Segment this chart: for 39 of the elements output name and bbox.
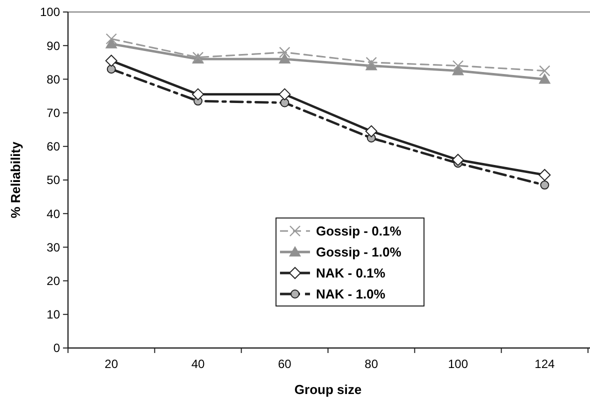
y-tick-label: 90: [46, 38, 60, 53]
legend-label: NAK - 0.1%: [316, 266, 386, 281]
y-tick-label: 40: [46, 206, 60, 221]
point: [366, 56, 377, 68]
point: [278, 88, 291, 100]
point: [106, 33, 117, 44]
x-tick-label: 60: [278, 357, 292, 371]
point: [278, 53, 291, 64]
legend-label: Gossip - 1.0%: [316, 244, 402, 260]
x-axis-title: Group size: [294, 382, 362, 397]
legend-label: NAK - 1.0%: [316, 286, 386, 302]
y-tick-label: 0: [53, 341, 60, 356]
y-tick-label: 70: [46, 106, 60, 120]
y-tick-label: 100: [40, 5, 60, 20]
legend-label: Gossip - 0.1%: [316, 224, 402, 239]
y-axis-title: % Reliability: [8, 140, 23, 218]
point: [365, 125, 378, 138]
x-tick-label: 40: [191, 357, 205, 371]
x-tick-label: 80: [364, 357, 378, 371]
point: [452, 154, 464, 166]
y-tick-label: 50: [46, 173, 60, 188]
x-tick-label: 100: [448, 357, 468, 371]
y-tick-label: 30: [46, 240, 60, 254]
x-tick-label: 20: [104, 357, 118, 371]
point: [192, 88, 204, 100]
y-tick-label: 60: [46, 140, 60, 154]
y-tick-label: 20: [46, 274, 60, 288]
point: [106, 64, 116, 74]
point: [538, 73, 551, 84]
point: [279, 46, 290, 58]
y-tick-label: 80: [46, 72, 60, 86]
point: [539, 65, 550, 76]
point: [452, 60, 464, 72]
point: [538, 168, 551, 181]
point: [105, 54, 118, 67]
x-tick-label: 124: [534, 357, 555, 371]
point: [280, 98, 290, 108]
point: [540, 180, 550, 190]
y-tick-label: 10: [46, 308, 60, 322]
